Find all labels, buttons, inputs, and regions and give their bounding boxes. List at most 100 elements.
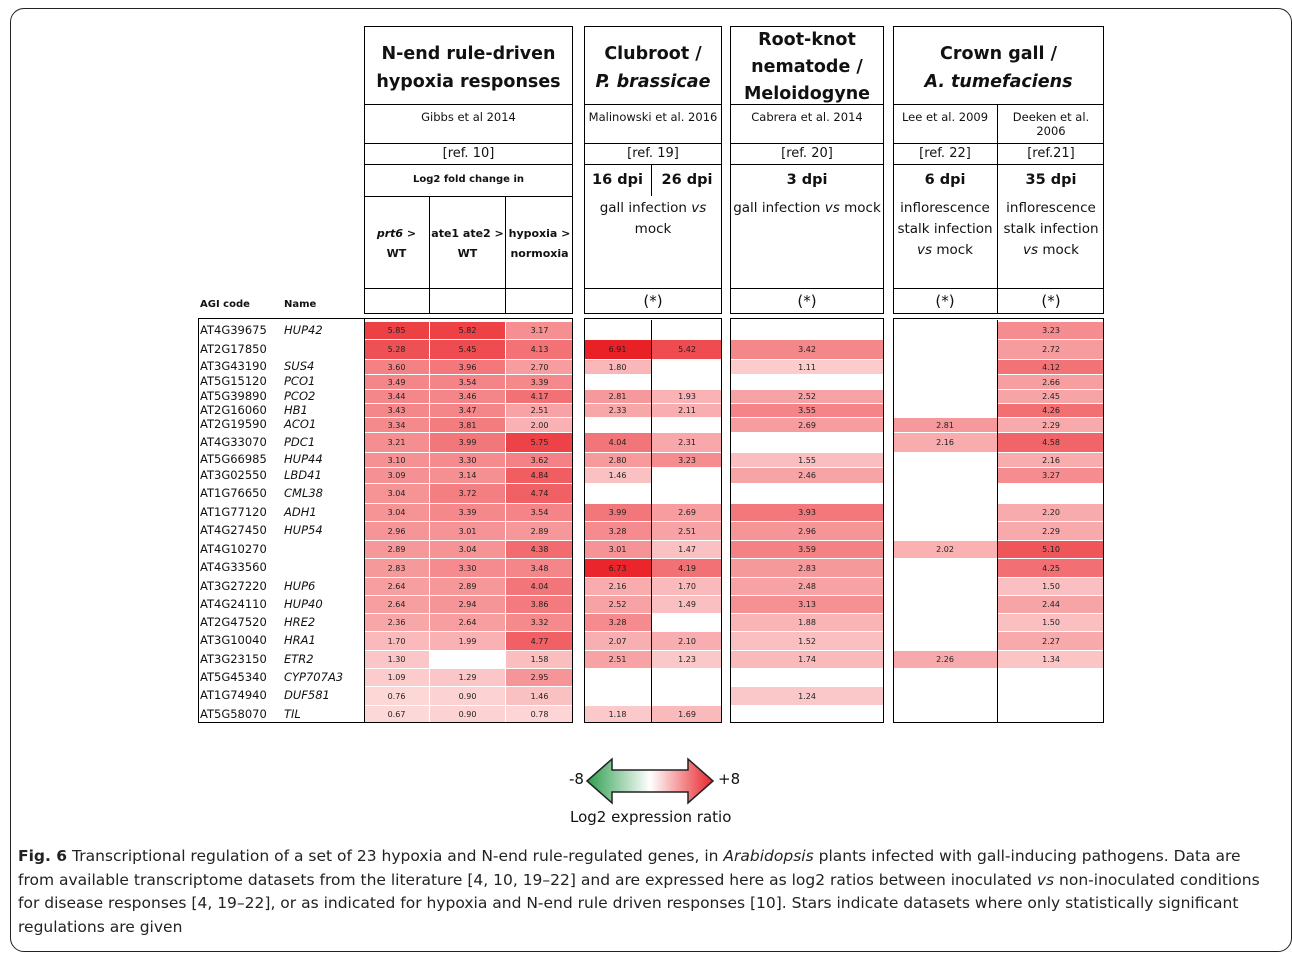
col-separator bbox=[651, 320, 652, 722]
col-hypoxia: hypoxia > normoxia bbox=[508, 227, 571, 260]
heatmap-cell: 3.55 bbox=[730, 404, 884, 417]
header-hypoxia bbox=[364, 26, 573, 314]
heatmap-cell: 2.00 bbox=[506, 418, 573, 432]
table-block-border bbox=[364, 318, 573, 723]
heatmap-cell: 2.16 bbox=[584, 578, 651, 595]
heatmap-cell: 5.85 bbox=[364, 322, 429, 339]
agi-code: AT1G74940 bbox=[200, 688, 267, 702]
figure-caption: Fig. 6 Transcriptional regulation of a s… bbox=[18, 847, 1260, 936]
caption-fig: Fig. 6 bbox=[18, 847, 68, 865]
heatmap-cell: 2.96 bbox=[364, 522, 429, 540]
ref-10: [ref. 10] bbox=[442, 146, 495, 161]
heatmap-cell: 2.51 bbox=[506, 404, 573, 417]
gene-name: PDC1 bbox=[284, 435, 316, 449]
heatmap-cell: 2.83 bbox=[730, 559, 884, 577]
source-deeken: Deeken et al. 2006 bbox=[1012, 110, 1090, 138]
heatmap-cell: 3.59 bbox=[730, 541, 884, 558]
heatmap-cell: 1.69 bbox=[652, 706, 722, 723]
dpi-26: 26 dpi bbox=[661, 172, 713, 188]
heatmap-cell: 3.01 bbox=[584, 541, 651, 558]
heatmap-cell: 3.13 bbox=[730, 596, 884, 613]
heatmap-cell: 3.14 bbox=[430, 468, 505, 483]
heatmap-cell: 1.46 bbox=[584, 468, 651, 483]
heatmap-cell: 2.26 bbox=[893, 651, 997, 668]
heatmap-cell: 1.34 bbox=[998, 651, 1104, 668]
agi-code: AT3G02550 bbox=[200, 468, 267, 482]
heatmap-cell: 2.69 bbox=[730, 418, 884, 432]
agi-code: AT2G47520 bbox=[200, 615, 267, 629]
heatmap-cell: 4.38 bbox=[506, 541, 573, 558]
heatmap-cell: 4.04 bbox=[584, 433, 651, 452]
ref-22: [ref. 22] bbox=[919, 146, 971, 161]
heatmap-cell: 2.89 bbox=[506, 522, 573, 540]
heatmap-cell: 2.36 bbox=[364, 614, 429, 631]
table-block-border bbox=[730, 318, 884, 723]
heatmap-cell: 1.99 bbox=[430, 632, 505, 650]
legend-arrow bbox=[585, 757, 715, 805]
heatmap-cell: 3.27 bbox=[998, 468, 1104, 483]
gene-name: HUP40 bbox=[284, 597, 323, 611]
heatmap-cell: 2.70 bbox=[506, 360, 573, 374]
heatmap-cell: 3.60 bbox=[364, 360, 429, 374]
heatmap-cell: 2.11 bbox=[652, 404, 722, 417]
heatmap-cell: 2.29 bbox=[998, 418, 1104, 432]
heatmap-cell: 0.76 bbox=[364, 687, 429, 705]
heatmap-cell: 3.21 bbox=[364, 433, 429, 452]
heatmap-cell: 2.31 bbox=[652, 433, 722, 452]
heatmap-cell: 3.10 bbox=[364, 453, 429, 467]
ref-20: [ref. 20] bbox=[781, 146, 833, 161]
heatmap-cell: 2.44 bbox=[998, 596, 1104, 613]
heatmap-cell: 1.50 bbox=[998, 578, 1104, 595]
heatmap-cell: 5.42 bbox=[652, 340, 722, 359]
heatmap-cell: 2.64 bbox=[364, 596, 429, 613]
heatmap-cell: 5.82 bbox=[430, 322, 505, 339]
heatmap-cell: 3.47 bbox=[430, 404, 505, 417]
heatmap-cell: 2.64 bbox=[364, 578, 429, 595]
heatmap-cell: 3.39 bbox=[506, 375, 573, 389]
heatmap-cell: 1.49 bbox=[652, 596, 722, 613]
agi-code: AT1G77120 bbox=[200, 505, 267, 519]
heatmap-cell: 5.10 bbox=[998, 541, 1104, 558]
heatmap-cell: 2.96 bbox=[730, 522, 884, 540]
gene-name: HUP44 bbox=[284, 452, 323, 466]
agi-code: AT4G27450 bbox=[200, 523, 267, 537]
source-gibbs: Gibbs et al 2014 bbox=[421, 110, 516, 124]
heatmap-cell: 5.45 bbox=[430, 340, 505, 359]
heatmap-cell: 2.20 bbox=[998, 504, 1104, 521]
agi-code: AT3G27220 bbox=[200, 579, 267, 593]
heatmap-cell: 3.48 bbox=[506, 559, 573, 577]
heatmap-cell: 1.29 bbox=[430, 669, 505, 686]
agi-code: AT4G33070 bbox=[200, 435, 267, 449]
heatmap-cell: 3.28 bbox=[584, 614, 651, 631]
heatmap-cell: 3.99 bbox=[430, 433, 505, 452]
desc-clubroot: gall infection vs mock bbox=[599, 200, 707, 237]
heatmap-cell: 2.27 bbox=[998, 632, 1104, 650]
legend-label: Log2 expression ratio bbox=[570, 808, 732, 826]
heatmap-cell: 1.88 bbox=[730, 614, 884, 631]
table-block-border bbox=[893, 318, 1104, 723]
heatmap-cell: 3.96 bbox=[430, 360, 505, 374]
gene-name: HRE2 bbox=[284, 615, 316, 629]
heatmap-cell: 2.29 bbox=[998, 522, 1104, 540]
agi-code: AT2G19590 bbox=[200, 417, 267, 431]
agi-code: AT1G76650 bbox=[200, 486, 267, 500]
heatmap-cell: 3.43 bbox=[364, 404, 429, 417]
gene-name: SUS4 bbox=[284, 359, 315, 373]
heatmap-cell: 1.74 bbox=[730, 651, 884, 668]
title-crowngall: Crown gall / A. tumefaciens bbox=[924, 44, 1073, 92]
heatmap-cell: 3.42 bbox=[730, 340, 884, 359]
heatmap-cell: 2.33 bbox=[584, 404, 651, 417]
heatmap-cell: 3.49 bbox=[364, 375, 429, 389]
heatmap-cell: 2.10 bbox=[652, 632, 722, 650]
heatmap-cell: 3.01 bbox=[430, 522, 505, 540]
heatmap-cell: 0.90 bbox=[430, 706, 505, 723]
heatmap-cell: 2.81 bbox=[893, 418, 997, 432]
heatmap-cell: 1.70 bbox=[364, 632, 429, 650]
heatmap-cell: 1.30 bbox=[364, 651, 429, 668]
heatmap-cell: 0.78 bbox=[506, 706, 573, 723]
name-label: Name bbox=[284, 299, 317, 310]
heatmap-cell: 2.69 bbox=[652, 504, 722, 521]
agi-code: AT5G45340 bbox=[200, 670, 267, 684]
agi-code: AT3G43190 bbox=[200, 359, 267, 373]
heatmap-cell: 1.23 bbox=[652, 651, 722, 668]
